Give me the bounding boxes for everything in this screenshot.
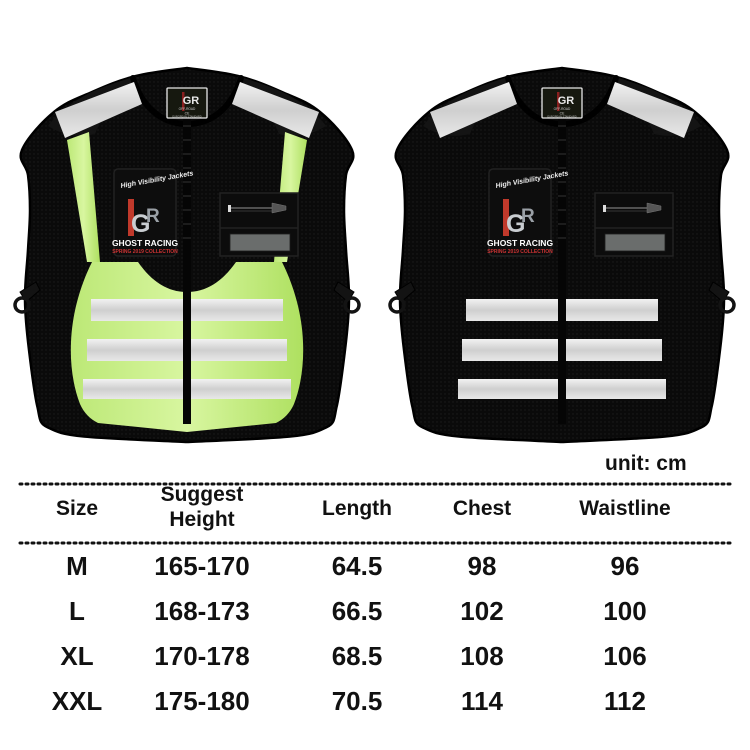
svg-text:OFF-ROAD: OFF-ROAD (554, 107, 571, 111)
svg-text:GHOST RACING: GHOST RACING (112, 238, 179, 248)
svg-text:SPRING 2019 COLLECTION: SPRING 2019 COLLECTION (487, 249, 553, 255)
svg-text:GR: GR (183, 95, 200, 107)
svg-text:GR: GR (558, 95, 575, 107)
svg-text:GHOST RACING: GHOST RACING (487, 238, 554, 248)
svg-text:OFF-ROAD: OFF-ROAD (179, 107, 196, 111)
svg-text:R: R (521, 206, 535, 227)
svg-text:EUROPEAN STANDARD: EUROPEAN STANDARD (547, 115, 576, 119)
svg-text:SPRING 2019 COLLECTION: SPRING 2019 COLLECTION (112, 249, 178, 255)
svg-text:R: R (146, 206, 160, 227)
svg-text:EUROPEAN STANDARD: EUROPEAN STANDARD (172, 115, 201, 119)
